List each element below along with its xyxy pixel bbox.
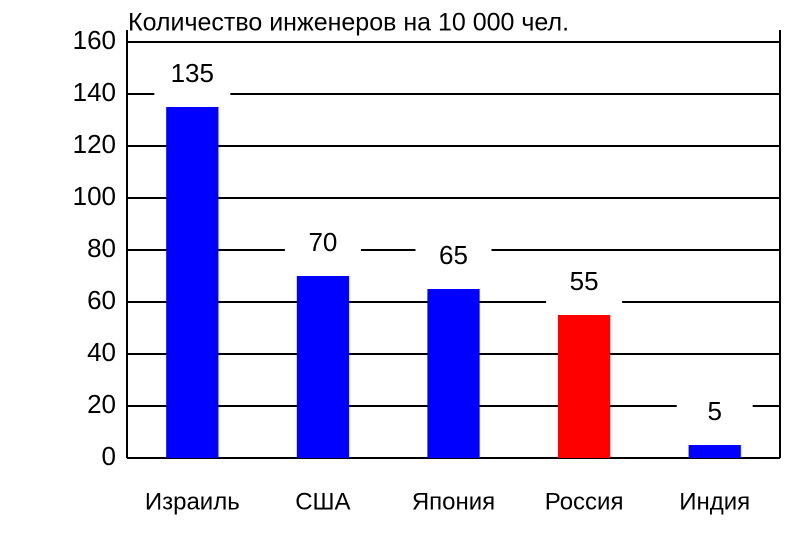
x-tick-label: США [295, 488, 350, 515]
bar [688, 445, 741, 458]
y-tick-label: 60 [87, 285, 116, 315]
y-tick-label: 120 [73, 129, 116, 159]
y-tick-label: 140 [73, 77, 116, 107]
chart-title: Количество инженеров на 10 000 чел. [128, 9, 569, 37]
y-tick-label: 20 [87, 389, 116, 419]
x-tick-label: Япония [412, 488, 495, 515]
bar [427, 289, 480, 458]
value-label-bg [546, 259, 623, 307]
x-tick-label: Индия [679, 488, 750, 515]
bar [166, 107, 219, 458]
value-label-bg [284, 220, 361, 268]
value-label: 135 [171, 58, 214, 88]
x-tick-label: Израиль [145, 488, 240, 515]
value-label: 5 [707, 396, 721, 426]
y-tick-label: 0 [102, 441, 116, 471]
y-tick-label: 100 [73, 181, 116, 211]
value-label: 70 [308, 227, 337, 257]
x-tick-label: Россия [545, 488, 624, 515]
y-tick-label: 40 [87, 337, 116, 367]
y-tick-label: 160 [73, 25, 116, 55]
value-label: 55 [570, 266, 599, 296]
value-label-bg [415, 233, 492, 281]
value-label: 65 [439, 240, 468, 270]
bar [296, 276, 350, 458]
bar [557, 315, 611, 458]
value-label-bg [154, 51, 231, 99]
value-label-bg [676, 389, 753, 437]
y-tick-label: 80 [87, 233, 116, 263]
